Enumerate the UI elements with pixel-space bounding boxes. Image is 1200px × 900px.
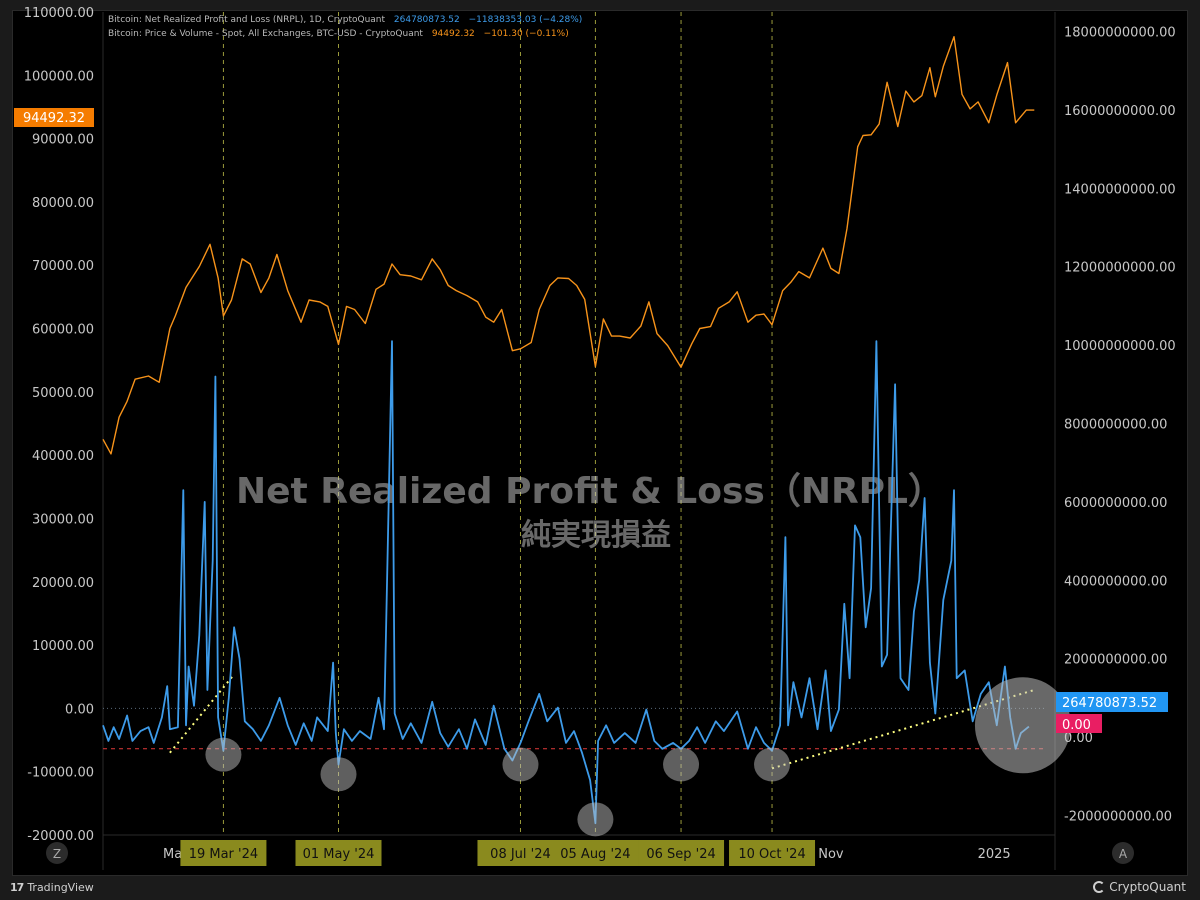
tradingview-brand[interactable]: 17 TradingView bbox=[10, 881, 94, 894]
event-date-label-bg bbox=[477, 840, 564, 866]
highlight-circle bbox=[663, 747, 700, 782]
left-axis-tick-label: 90000.00 bbox=[32, 133, 94, 148]
cryptoquant-logo-icon bbox=[1093, 881, 1106, 893]
left-axis-tick-label: 10000.00 bbox=[32, 639, 94, 654]
nrpl-badge: 264780873.52 bbox=[1056, 692, 1168, 712]
right-axis-tick-label: 18000000000.00 bbox=[1064, 26, 1176, 41]
scale-right-button[interactable]: A bbox=[1112, 842, 1134, 864]
event-lines bbox=[222, 12, 773, 835]
left-axis-tick-label: -20000.00 bbox=[27, 829, 94, 844]
right-axis-tick-label: 6000000000.00 bbox=[1064, 496, 1167, 511]
price-series-line bbox=[102, 36, 1035, 455]
left-axis-tick-label: 50000.00 bbox=[32, 386, 94, 401]
time-axis-month-label: 2025 bbox=[978, 847, 1011, 862]
legend-nrpl: Bitcoin: Net Realized Profit and Loss (N… bbox=[108, 15, 582, 25]
highlight-circle bbox=[502, 747, 539, 782]
annotations bbox=[205, 677, 1071, 837]
tradingview-label: TradingView bbox=[27, 881, 94, 894]
highlight-circle bbox=[205, 737, 242, 772]
left-axis-tick-label: 70000.00 bbox=[32, 259, 94, 274]
event-date-label-bg bbox=[552, 840, 639, 866]
event-date-label: 01 May '24 bbox=[303, 847, 375, 862]
watermark-title: Net Realized Profit & Loss（NRPL） bbox=[236, 471, 944, 512]
event-date-label: 19 Mar '24 bbox=[189, 847, 258, 862]
scale-left-button[interactable]: Z bbox=[46, 842, 68, 864]
legend-nrpl-value: 264780873.52 bbox=[394, 15, 460, 25]
legend: Bitcoin: Net Realized Profit and Loss (N… bbox=[108, 15, 582, 39]
legend-price-change: −101.30 (−0.11%) bbox=[484, 29, 569, 39]
scale-right-label: A bbox=[1119, 847, 1128, 861]
right-axis[interactable]: 18000000000.00 16000000000.00 14000000000.… bbox=[1064, 26, 1176, 825]
right-axis-tick-label: 2000000000.00 bbox=[1064, 653, 1167, 668]
right-axis-tick-label: 16000000000.00 bbox=[1064, 104, 1176, 119]
event-date-label-bg bbox=[180, 840, 267, 866]
right-axis-tick-label: -2000000000.00 bbox=[1064, 809, 1172, 824]
footer: 17 TradingView CryptoQuant bbox=[0, 876, 1200, 900]
event-date-label: 08 Jul '24 bbox=[490, 847, 551, 862]
event-date-label-bg bbox=[729, 840, 816, 866]
right-axis-tick-label: 14000000000.00 bbox=[1064, 182, 1176, 197]
event-date-label-bg bbox=[295, 840, 382, 866]
highlight-circle bbox=[320, 757, 357, 792]
series bbox=[102, 36, 1035, 825]
nrpl-badge-value: 264780873.52 bbox=[1062, 696, 1157, 711]
watermark: Net Realized Profit & Loss（NRPL） 純実現損益 bbox=[236, 471, 944, 553]
watermark-subtitle: 純実現損益 bbox=[521, 518, 671, 553]
left-axis-tick-label: -10000.00 bbox=[27, 766, 94, 781]
left-axis-tick-label: 60000.00 bbox=[32, 323, 94, 338]
right-axis-tick-label: 4000000000.00 bbox=[1064, 574, 1167, 589]
event-date-label-bg bbox=[638, 840, 725, 866]
cryptoquant-brand[interactable]: CryptoQuant bbox=[1093, 880, 1186, 894]
grid bbox=[102, 12, 1056, 870]
nrpl-series-line bbox=[102, 340, 1030, 825]
event-date-label: 06 Sep '24 bbox=[646, 847, 715, 862]
highlight-circle bbox=[754, 747, 791, 782]
right-axis-tick-label: 12000000000.00 bbox=[1064, 261, 1176, 276]
cryptoquant-label: CryptoQuant bbox=[1109, 880, 1186, 894]
legend-nrpl-name: Bitcoin: Net Realized Profit and Loss (N… bbox=[108, 15, 385, 25]
left-axis[interactable]: 110000.00 100000.00 90000.00 80000.00 70000.… bbox=[24, 6, 94, 844]
left-axis-tick-label: 110000.00 bbox=[24, 6, 94, 21]
legend-price-value: 94492.32 bbox=[432, 29, 475, 39]
left-axis-tick-label: 30000.00 bbox=[32, 512, 94, 527]
legend-price: Bitcoin: Price & Volume - Spot, All Exch… bbox=[108, 29, 569, 39]
trend-line bbox=[169, 673, 235, 754]
price-badge: 94492.32 bbox=[14, 108, 94, 127]
price-badge-value: 94492.32 bbox=[23, 111, 85, 126]
time-axis-month-label: Nov bbox=[818, 847, 844, 862]
highlight-circle bbox=[974, 677, 1071, 774]
left-axis-tick-label: 80000.00 bbox=[32, 196, 94, 211]
left-axis-tick-label: 40000.00 bbox=[32, 449, 94, 464]
left-axis-tick-label: 20000.00 bbox=[32, 576, 94, 591]
scale-left-label: Z bbox=[53, 847, 61, 861]
event-date-label: 10 Oct '24 bbox=[738, 847, 805, 862]
right-axis-tick-label: 10000000000.00 bbox=[1064, 339, 1176, 354]
left-axis-tick-label: 100000.00 bbox=[24, 69, 94, 84]
tradingview-logo-icon: 17 bbox=[10, 881, 24, 894]
chart-svg[interactable]: Net Realized Profit & Loss（NRPL） 純実現損益 1… bbox=[0, 0, 1200, 876]
legend-price-name: Bitcoin: Price & Volume - Spot, All Exch… bbox=[108, 29, 423, 39]
right-axis-tick-label: 0.00 bbox=[1064, 731, 1093, 746]
zero-badge-value: 0.00 bbox=[1062, 718, 1091, 733]
right-axis-tick-label: 8000000000.00 bbox=[1064, 418, 1167, 433]
event-date-label: 05 Aug '24 bbox=[560, 847, 630, 862]
highlight-circle bbox=[577, 802, 614, 837]
left-axis-tick-label: 0.00 bbox=[65, 702, 94, 717]
legend-nrpl-change: −11838353.03 (−4.28%) bbox=[469, 15, 583, 25]
zero-badge: 0.00 bbox=[1056, 714, 1102, 733]
